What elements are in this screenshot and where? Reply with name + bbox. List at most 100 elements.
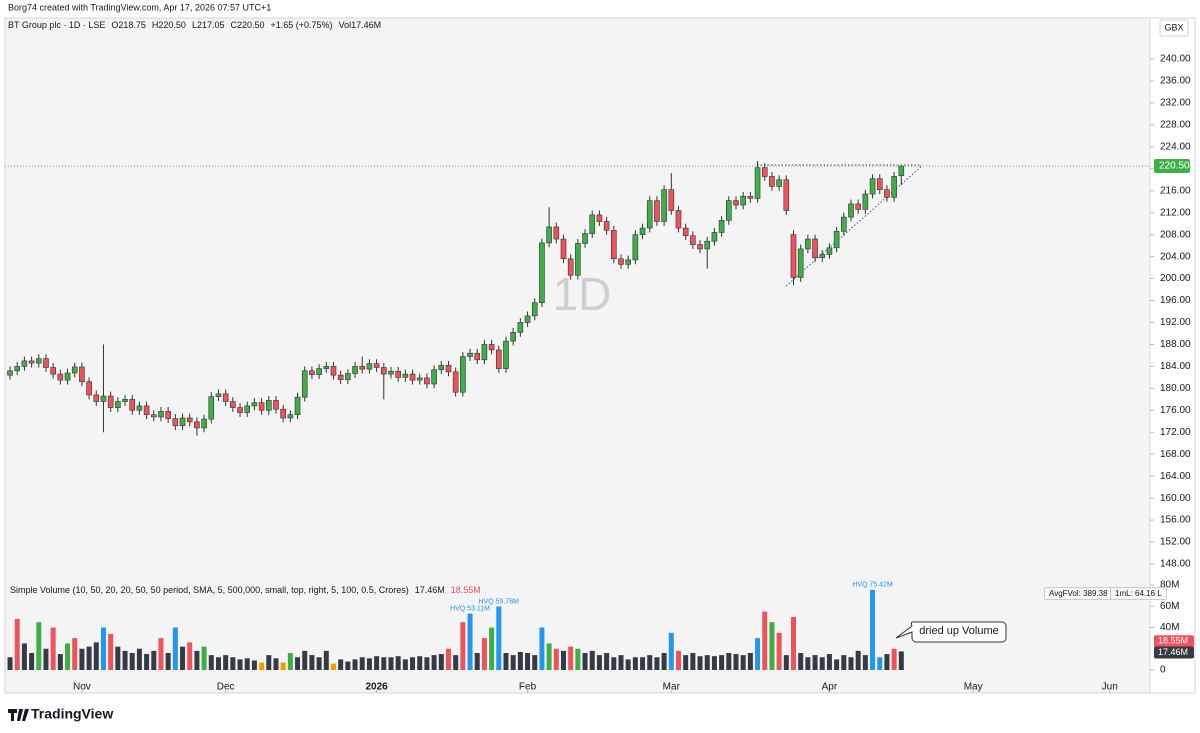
volume-bar — [266, 655, 272, 670]
candle-body — [237, 407, 243, 413]
candle-body — [790, 234, 797, 278]
candle-body — [704, 240, 711, 250]
candle-body — [143, 405, 150, 416]
candle-body — [57, 373, 64, 381]
candle-body — [560, 238, 567, 260]
volume-bar — [640, 657, 646, 670]
volume-bar — [43, 648, 49, 670]
y-tick-label: 232.00 — [1160, 98, 1191, 109]
candle-body — [495, 349, 502, 369]
candle-body — [539, 242, 545, 304]
volume-bar — [611, 657, 617, 670]
volume-bar — [208, 655, 214, 670]
candle-body — [718, 220, 725, 233]
candle-body — [179, 417, 186, 426]
volume-bar — [568, 646, 574, 670]
volume-bar — [683, 655, 689, 670]
volume-bar — [359, 657, 365, 670]
y-tick-label: 212.00 — [1160, 207, 1191, 218]
candle-body — [158, 411, 164, 418]
candle-body — [21, 360, 28, 367]
volume-bar — [136, 648, 142, 670]
candle-body — [898, 165, 905, 176]
candle-body — [517, 322, 524, 333]
volume-tag-label: 17.46M — [1158, 647, 1188, 657]
volume-bar — [481, 638, 487, 670]
candle-body — [222, 393, 229, 402]
volume-bar — [100, 627, 106, 670]
candle-body — [50, 367, 56, 375]
candle-body — [711, 232, 718, 242]
candle-body — [697, 244, 703, 250]
candle-body — [618, 258, 624, 265]
candle-body — [165, 411, 171, 419]
candle-body — [819, 254, 826, 259]
volume-bar — [295, 657, 301, 670]
hvq-label: HVQ 59.78M — [479, 598, 520, 605]
currency: GBX — [1164, 22, 1183, 32]
y-tick-label: 240.00 — [1160, 54, 1191, 65]
volume-bar — [553, 648, 559, 670]
last-price-tag — [1154, 159, 1190, 174]
candle-body — [409, 373, 416, 381]
x-tick-label: May — [964, 682, 983, 693]
candle-body — [589, 214, 596, 234]
volume-bar — [36, 622, 42, 670]
y-tick-label: 188.00 — [1160, 339, 1191, 350]
y-tick-label: 224.00 — [1160, 141, 1191, 152]
y-tick-label: 208.00 — [1160, 229, 1191, 240]
candle-body — [682, 227, 689, 237]
candle-body — [740, 195, 746, 206]
volume-bar — [798, 653, 804, 670]
candle-body — [769, 176, 775, 187]
candle-body — [891, 176, 897, 198]
volume-bar — [215, 657, 221, 670]
ohlc-close: C220.50 — [230, 20, 265, 30]
candle-body — [661, 189, 667, 222]
y-tick-label: 200.00 — [1160, 273, 1191, 284]
candle-body — [855, 203, 861, 210]
volume-bar — [762, 611, 768, 670]
x-tick-label: Dec — [217, 682, 235, 693]
volume-bar — [733, 654, 739, 670]
volume-bar — [898, 651, 904, 670]
volume-bar — [532, 655, 538, 670]
y-tick-label: 176.00 — [1160, 405, 1191, 416]
candle-body — [726, 200, 732, 221]
volume-bar — [711, 656, 717, 670]
candle-body — [251, 402, 258, 407]
candle-body — [107, 395, 114, 408]
hvq-label: HVQ 75.42M — [852, 582, 893, 589]
volume-bar — [158, 638, 164, 670]
volume-tick-label: 40M — [1160, 622, 1179, 633]
candle-body — [797, 248, 804, 278]
candle-body — [373, 363, 380, 368]
volume-bar — [259, 662, 265, 670]
volume-bar — [704, 655, 710, 670]
candle-body — [776, 179, 782, 187]
volume-bar — [474, 653, 480, 670]
candle-body — [194, 421, 200, 429]
volume-bar — [151, 650, 157, 670]
volume-bar — [352, 659, 358, 670]
volume-bar — [805, 657, 811, 670]
volume-bar — [790, 616, 796, 670]
y-tick-label: 216.00 — [1160, 185, 1191, 196]
symbol: BT Group plc · 1D · LSE — [8, 20, 106, 30]
volume-bar — [431, 655, 437, 670]
candle-body — [869, 178, 876, 195]
y-tick-label: 196.00 — [1160, 295, 1191, 306]
volume-bar — [65, 643, 71, 670]
y-tick-label: 156.00 — [1160, 515, 1191, 526]
volume-bar — [668, 632, 674, 670]
candle-body — [841, 216, 847, 232]
volume-tick-label: 0 — [1160, 665, 1166, 676]
candle-body — [244, 405, 251, 413]
y-tick-label: 204.00 — [1160, 251, 1191, 262]
y-tick-label: 180.00 — [1160, 383, 1191, 394]
candle-body — [805, 238, 811, 250]
candle-body — [783, 179, 790, 211]
candle-body — [136, 405, 143, 411]
volume-bar — [654, 657, 660, 670]
volume-bar — [438, 654, 444, 670]
